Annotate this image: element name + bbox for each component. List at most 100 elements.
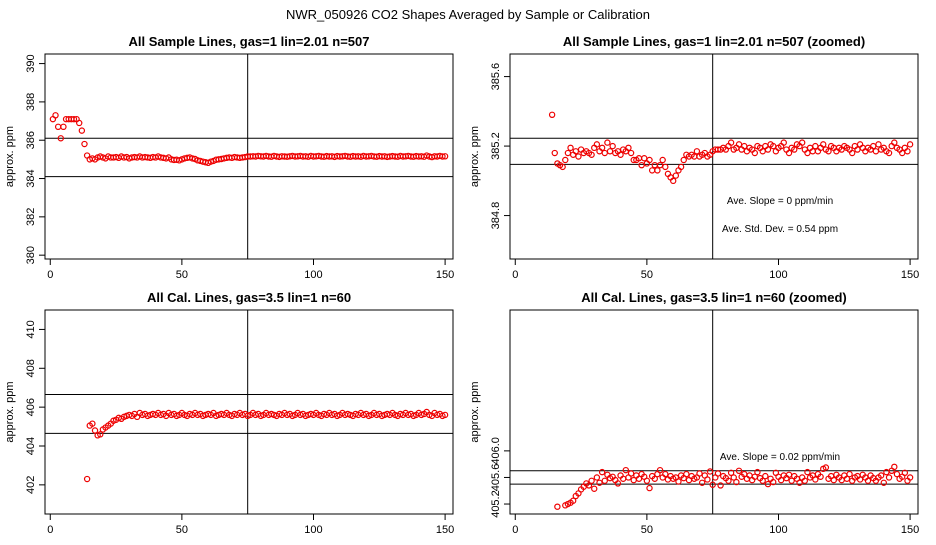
data-point bbox=[764, 480, 772, 488]
data-point bbox=[554, 503, 561, 510]
data-points bbox=[548, 111, 914, 185]
data-point bbox=[656, 161, 664, 169]
data-point bbox=[662, 163, 669, 171]
data-point bbox=[646, 156, 653, 164]
y-tick-label: 406.0 bbox=[490, 437, 502, 465]
data-point bbox=[885, 474, 893, 481]
data-point bbox=[57, 135, 64, 142]
y-tick-label: 380 bbox=[25, 246, 37, 264]
data-point bbox=[875, 141, 882, 148]
data-point bbox=[846, 470, 853, 478]
data-point bbox=[880, 479, 887, 486]
data-point bbox=[904, 148, 911, 155]
chart-panel-4: All Cal. Lines, gas=3.5 lin=1 n=60 (zoom… bbox=[469, 290, 919, 536]
data-point bbox=[564, 149, 572, 157]
x-tick-label: 50 bbox=[641, 269, 653, 281]
y-axis-label: approx. ppm bbox=[4, 381, 16, 442]
data-point bbox=[648, 167, 656, 174]
x-tick-label: 50 bbox=[176, 269, 188, 281]
y-tick-label: 405.2 bbox=[490, 490, 502, 518]
data-point bbox=[646, 484, 653, 492]
data-point bbox=[97, 431, 104, 438]
data-point bbox=[617, 151, 624, 158]
data-point bbox=[822, 464, 830, 471]
data-point bbox=[609, 142, 616, 150]
data-point bbox=[677, 163, 685, 171]
data-point bbox=[675, 478, 682, 485]
data-point bbox=[567, 144, 574, 152]
data-point bbox=[877, 472, 885, 479]
data-point bbox=[891, 463, 898, 471]
data-point bbox=[593, 141, 601, 148]
data-point bbox=[441, 411, 449, 419]
data-point bbox=[601, 149, 608, 157]
x-tick-label: 0 bbox=[47, 269, 53, 281]
data-point bbox=[796, 479, 803, 486]
x-tick-label: 50 bbox=[641, 524, 653, 536]
y-tick-label: 405.6 bbox=[490, 464, 502, 492]
plot-frame bbox=[44, 309, 454, 515]
data-point bbox=[698, 479, 706, 486]
data-point bbox=[627, 149, 635, 157]
data-point bbox=[635, 475, 643, 482]
data-point bbox=[830, 476, 837, 484]
data-point bbox=[627, 470, 635, 477]
data-point bbox=[591, 485, 598, 492]
y-tick-label: 406 bbox=[25, 398, 37, 416]
data-point bbox=[848, 149, 856, 157]
data-point bbox=[641, 155, 648, 162]
y-axis-label: approx. ppm bbox=[469, 126, 481, 187]
data-point bbox=[798, 139, 806, 146]
x-tick-label: 0 bbox=[512, 524, 518, 536]
y-tick-label: 385.6 bbox=[490, 63, 502, 91]
data-point bbox=[548, 111, 556, 119]
data-point bbox=[598, 468, 606, 476]
x-tick-label: 100 bbox=[304, 269, 322, 281]
data-point bbox=[817, 473, 824, 480]
x-tick-label: 150 bbox=[436, 269, 454, 281]
data-point bbox=[825, 148, 832, 155]
data-point bbox=[751, 149, 759, 157]
data-point bbox=[89, 420, 96, 427]
data-point bbox=[735, 467, 743, 475]
data-point bbox=[643, 477, 651, 484]
y-tick-label: 382 bbox=[25, 208, 37, 226]
chart-panel-3: All Cal. Lines, gas=3.5 lin=1 n=60 approx… bbox=[4, 290, 454, 536]
data-point bbox=[559, 163, 566, 171]
data-point bbox=[585, 482, 593, 489]
data-point bbox=[76, 119, 83, 127]
data-point bbox=[81, 140, 88, 148]
data-point bbox=[706, 468, 714, 475]
y-tick-label: 384 bbox=[25, 169, 37, 187]
data-point bbox=[670, 177, 677, 185]
data-point bbox=[754, 468, 761, 476]
data-point bbox=[441, 153, 449, 160]
data-point bbox=[569, 497, 577, 504]
data-point bbox=[70, 115, 78, 123]
data-point bbox=[656, 466, 664, 474]
data-point bbox=[733, 478, 740, 486]
data-point bbox=[680, 156, 687, 164]
x-tick-label: 0 bbox=[47, 524, 53, 536]
plot-frame bbox=[44, 53, 454, 260]
data-point bbox=[901, 469, 909, 477]
data-point bbox=[717, 482, 724, 489]
data-point bbox=[780, 139, 787, 146]
y-axis-label: approx. ppm bbox=[469, 381, 481, 442]
data-point bbox=[770, 478, 777, 486]
data-point bbox=[651, 161, 658, 169]
annotation: Ave. Std. Dev. = 0.54 ppm bbox=[722, 224, 838, 235]
panel-title: All Cal. Lines, gas=3.5 lin=1 n=60 (zoom… bbox=[581, 290, 847, 305]
y-tick-label: 388 bbox=[25, 93, 37, 111]
data-point bbox=[551, 149, 558, 157]
data-point bbox=[575, 153, 582, 160]
data-point bbox=[788, 477, 795, 484]
data-point bbox=[604, 139, 611, 146]
annotation: Ave. Slope = 0 ppm/min bbox=[727, 196, 833, 207]
data-point bbox=[654, 167, 661, 174]
annotation: Ave. Slope = 0.02 ppm/min bbox=[720, 452, 840, 463]
data-point bbox=[727, 469, 735, 477]
data-point bbox=[659, 156, 666, 164]
data-point bbox=[856, 476, 864, 483]
data-point bbox=[801, 477, 809, 484]
